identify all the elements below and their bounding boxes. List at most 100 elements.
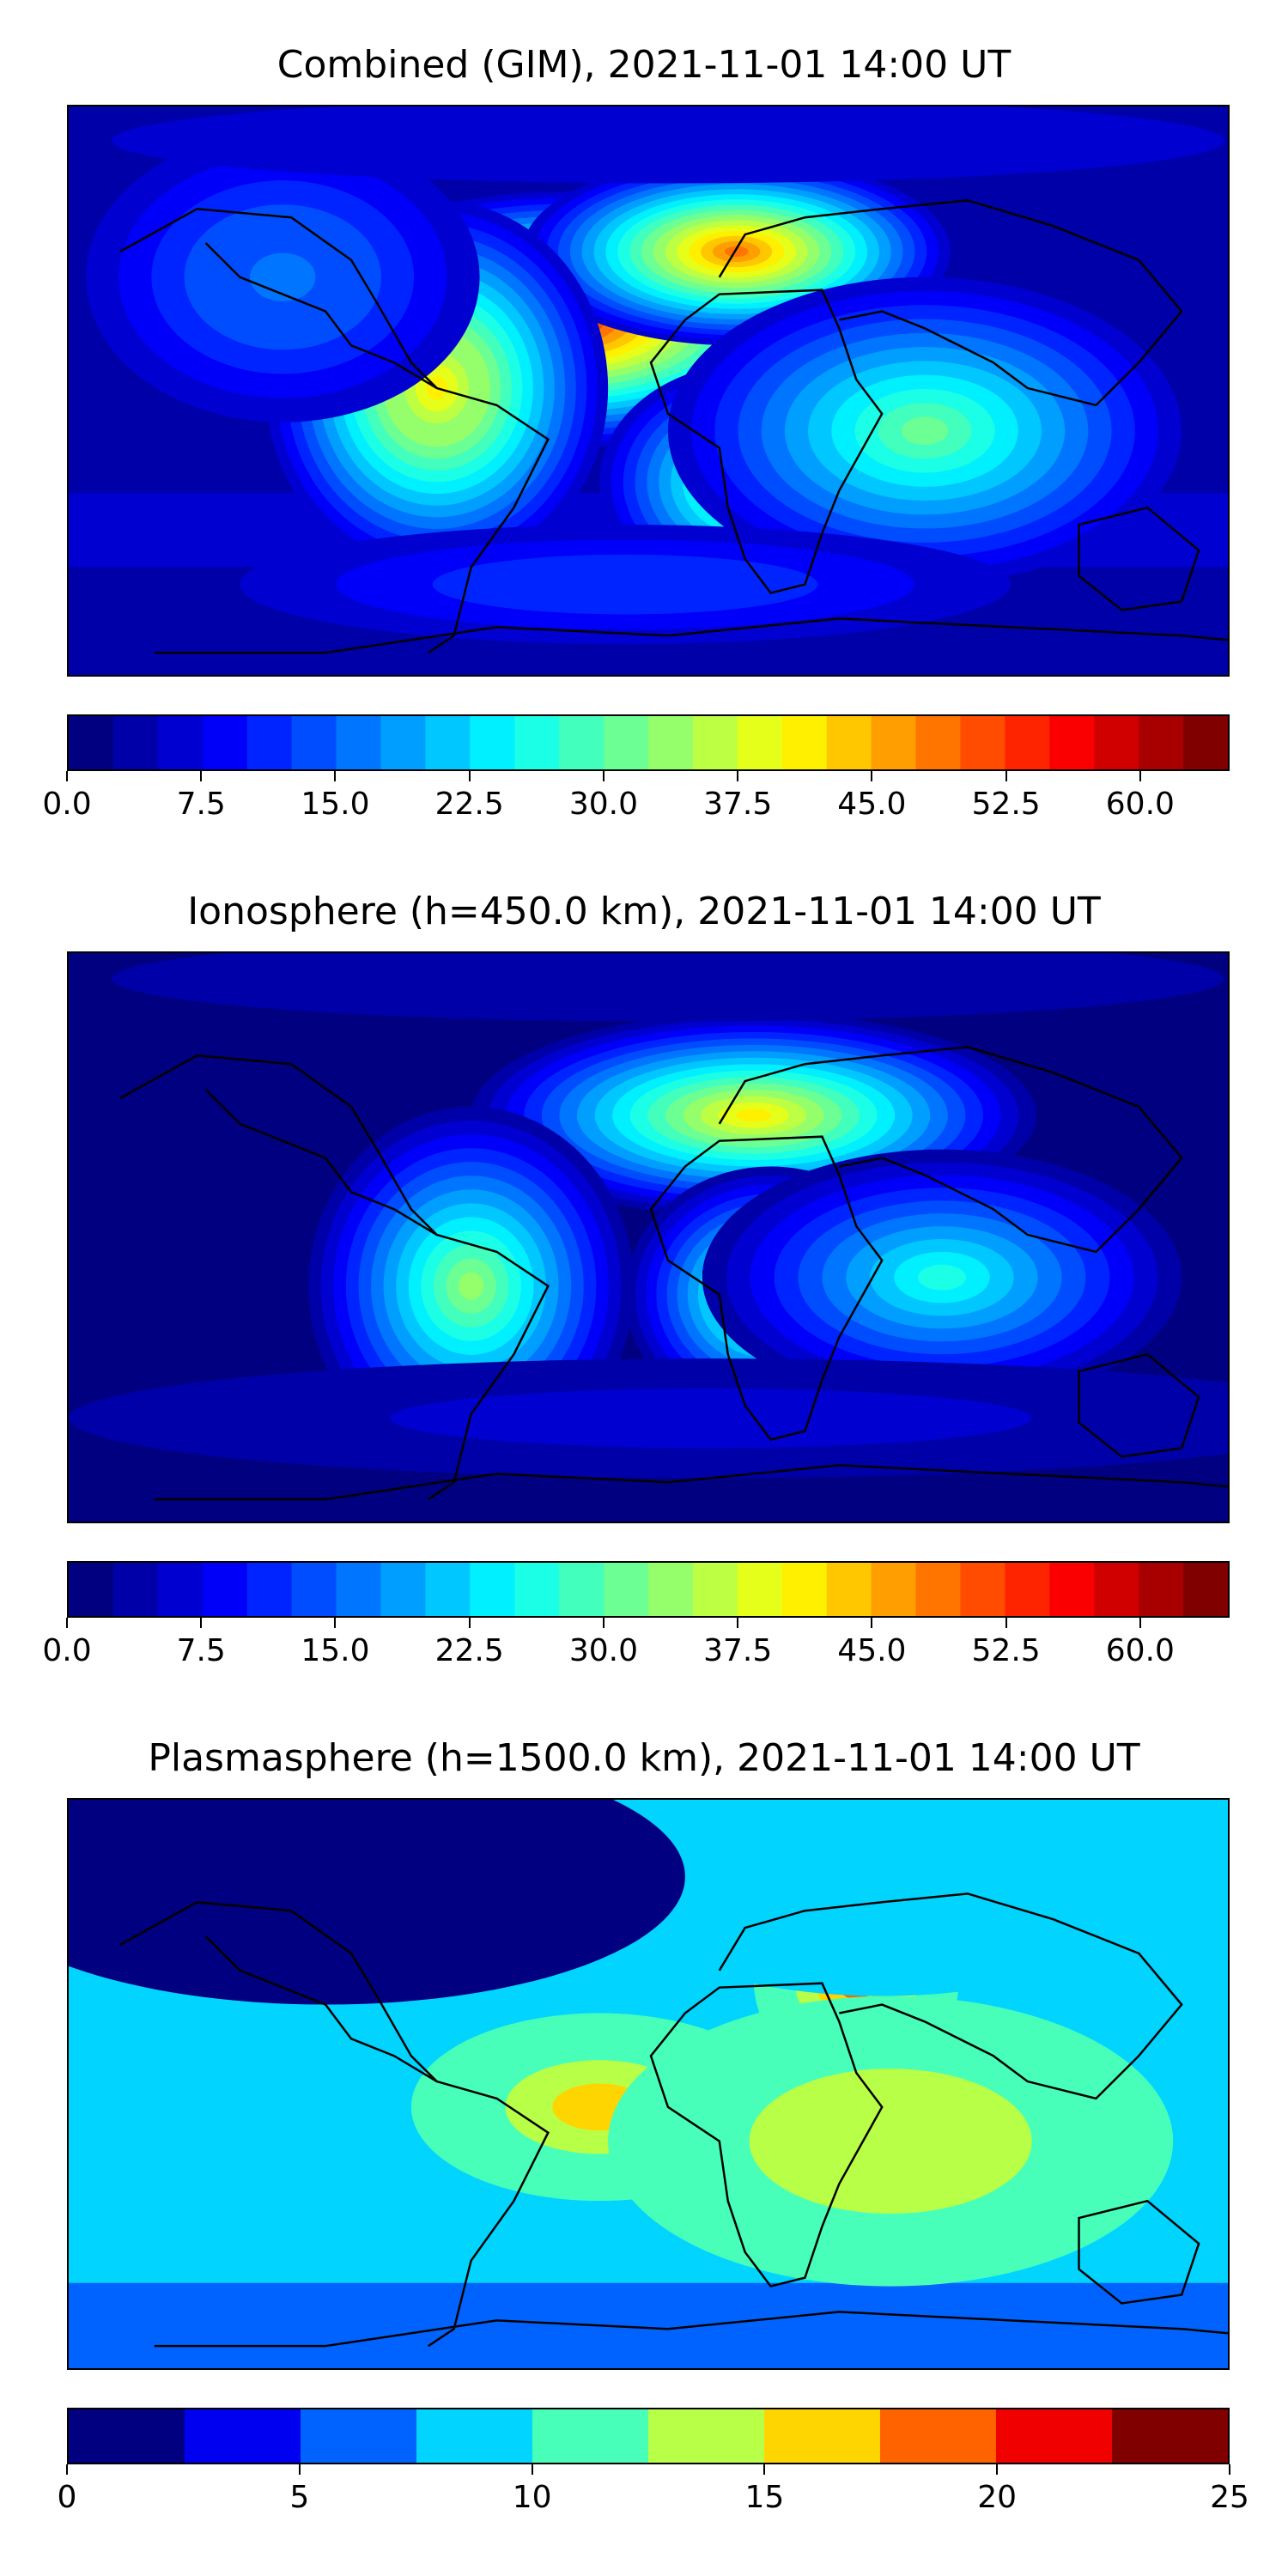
colorbar-band [648,2409,765,2463]
colorbar-tick-label: 0.0 [42,787,92,822]
colorbar-tick [66,1618,68,1628]
colorbar-band [960,716,1005,769]
colorbar-tick-label: 22.5 [434,1633,504,1668]
heatmap-blob [240,525,1011,645]
colorbar-tick-label: 30.0 [568,1633,638,1668]
colorbar-band [781,1563,828,1616]
coastline [119,1054,550,1501]
colorbar-tick [468,1618,471,1628]
colorbar-tick-label: 7.5 [176,1633,226,1668]
heatmap-contour [901,416,949,446]
colorbar-tick-label: 30.0 [568,787,638,822]
colorbar-tick-label: 45.0 [837,787,907,822]
colorbar-band [380,716,426,769]
colorbar-tick [871,1618,873,1628]
colorbar-band [737,1563,783,1616]
heatmap-contour [749,2069,1032,2215]
heatmap-ionosphere [67,951,1230,1523]
colorbar-band [425,716,471,769]
colorbar-ticks-ionosphere: 0.0 7.5 15.0 22.5 30.0 37.5 45.0 52.5 60.0 [42,1618,1230,1669]
coastline [718,199,1183,407]
colorbar-tick-label: 10 [512,2480,552,2515]
colorbar-tick-label: 22.5 [434,787,504,822]
colorbar-band [69,2409,185,2463]
heatmap-blob [608,1996,1174,2287]
colorbar-band [301,2409,417,2463]
colorbar-band [336,716,382,769]
colorbar-tick-label: 60.0 [1105,787,1175,822]
colorbar-tick-label: 15.0 [301,787,370,822]
heatmap-contour [724,246,749,258]
colorbar-band [648,716,694,769]
colorbar-band [470,716,515,769]
colorbar-band [185,2409,301,2463]
colorbar-tick [996,2464,999,2475]
colorbar-band [692,716,738,769]
colorbar-band [604,716,649,769]
heatmap-contour [250,252,316,301]
colorbar-band [69,716,114,769]
heatmap-contour [459,1272,484,1300]
heatmap-blob [112,953,1224,1022]
colorbar-band [202,1563,248,1616]
chart-title-combined: Combined (GIM), 2021-11-01 14:00 UT [276,43,1012,87]
colorbar-tick-label: 37.5 [703,787,773,822]
colorbar-band [915,1563,962,1616]
colorbar-tick-label: 20 [977,2480,1018,2515]
colorbar-band [470,1563,515,1616]
colorbar-tick-label: 15.0 [301,1633,370,1668]
colorbar-ticks-combined: 0.0 7.5 15.0 22.5 30.0 37.5 45.0 52.5 60.0 [42,771,1230,823]
colorbar-ionosphere [67,1561,1230,1618]
colorbar-tick [1005,771,1007,781]
colorbar-band [1112,2409,1228,2463]
colorbar-band [1139,716,1184,769]
colorbar-band [112,716,159,769]
colorbar-band [648,1563,694,1616]
colorbar-band [764,2409,881,2463]
colorbar-plasmasphere [67,2408,1230,2464]
colorbar-ticks-plasmasphere: 0 5 10 15 20 25 [58,2464,1249,2516]
colorbar-band [826,1563,872,1616]
colorbar-tick [871,771,873,781]
colorbar-tick-label: 5 [289,2480,310,2515]
colorbar-band [1005,1563,1050,1616]
heatmap-blob [69,1358,1228,1479]
colorbar-band [1183,1563,1228,1616]
coastline [1078,2199,1200,2305]
colorbar-tick [298,2464,301,2475]
colorbar-band [692,1563,738,1616]
colorbar-band [559,1563,605,1616]
colorbar-tick-label: 45.0 [837,1633,907,1668]
heatmap-blob [85,131,480,422]
colorbar-tick [531,2464,533,2475]
coastline [154,1464,1228,1501]
heatmap-combined [67,105,1230,677]
colorbar-band [514,1563,560,1616]
colorbar-tick-label: 60.0 [1105,1633,1175,1668]
colorbar-band [1005,716,1050,769]
heatmap-contour [112,953,1224,1022]
coastline [204,242,438,390]
colorbar-band [1183,716,1228,769]
colorbar-band [291,1563,337,1616]
colorbar-tick [200,1618,203,1628]
colorbar-band [1139,1563,1184,1616]
colorbar-band [246,1563,293,1616]
coastline [204,1089,438,1236]
heatmap-contour [389,1388,1032,1449]
colorbar-band [202,716,248,769]
colorbar-band [559,716,605,769]
heatmap-plasmasphere [67,1798,1230,2370]
chart-title-ionosphere: Ionosphere (h=450.0 km), 2021-11-01 14:0… [187,890,1101,933]
colorbar-band [157,716,204,769]
colorbar-band [291,716,337,769]
colorbar-tick [66,771,68,781]
colorbar-band [416,2409,533,2463]
colorbar-band [112,1563,159,1616]
colorbar-tick [763,2464,766,2475]
heatmap-contour [112,106,1224,184]
colorbar-tick-label: 0.0 [42,1633,92,1668]
colorbar-band [880,2409,997,2463]
colorbar-band [915,716,962,769]
colorbar-band [1094,716,1139,769]
